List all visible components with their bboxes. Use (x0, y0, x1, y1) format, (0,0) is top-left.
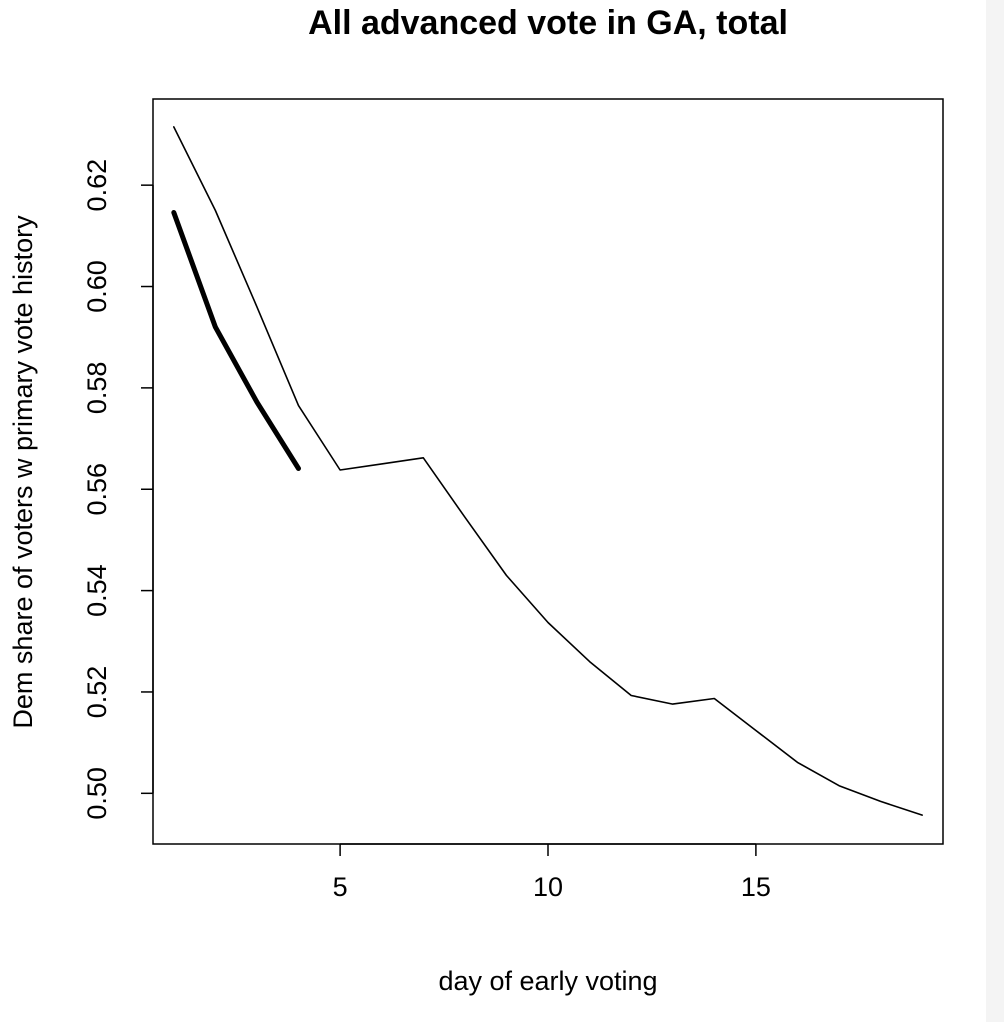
plot-frame (152, 98, 944, 845)
series-layer (171, 126, 924, 816)
y-axis-label: Dem share of voters w primary vote histo… (8, 215, 38, 729)
y-tick-label: 0.52 (82, 666, 112, 719)
x-tick-label: 5 (333, 872, 348, 902)
thin-series-line (173, 126, 924, 816)
y-axis: 0.50 0.52 0.54 0.56 0.58 0.60 0.62 (82, 159, 154, 820)
x-tick-label: 15 (741, 872, 771, 902)
window-edge (986, 0, 1004, 1022)
y-tick-label: 0.58 (82, 362, 112, 415)
x-tick-label: 10 (533, 872, 563, 902)
thick-series-line (171, 210, 301, 471)
y-tick-label: 0.54 (82, 564, 112, 617)
y-tick-label: 0.56 (82, 463, 112, 516)
chart-title: All advanced vote in GA, total (308, 4, 788, 42)
x-axis: 5 10 15 (333, 843, 771, 902)
y-tick-label: 0.50 (82, 767, 112, 820)
y-tick-label: 0.60 (82, 260, 112, 313)
y-tick-label: 0.62 (82, 159, 112, 212)
x-axis-label: day of early voting (438, 966, 657, 996)
